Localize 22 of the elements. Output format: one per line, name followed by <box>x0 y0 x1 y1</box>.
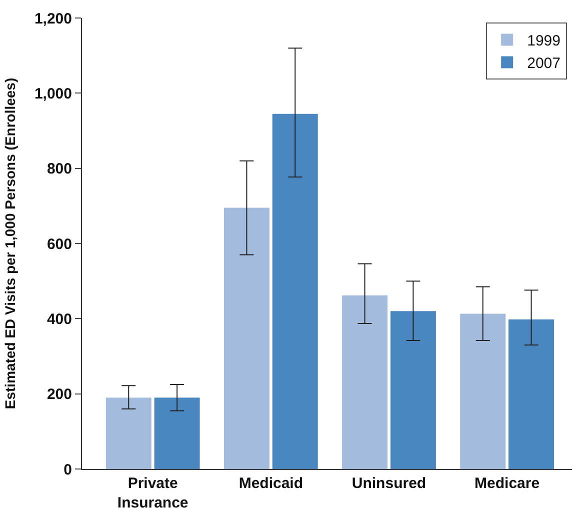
x-tick-label: Uninsured <box>352 475 426 492</box>
y-tick-label: 0 <box>64 461 72 478</box>
y-tick-label: 600 <box>46 236 72 253</box>
bar <box>508 319 554 469</box>
x-tick-label: Medicare <box>474 475 540 492</box>
x-tick-label: Private Insurance <box>117 475 188 512</box>
y-tick-label: 400 <box>46 310 72 328</box>
y-tick-label: 1,000 <box>34 85 72 102</box>
y-tick-label: 800 <box>46 160 72 178</box>
bar <box>106 398 152 469</box>
bar <box>390 311 436 469</box>
y-tick-label: 200 <box>46 386 72 404</box>
y-tick-label: 1,200 <box>34 10 72 28</box>
legend-label: 1999 <box>527 32 560 50</box>
y-axis-title: Estimated ED Visits per 1,000 Persons (Enrollees) <box>2 78 18 410</box>
bar <box>224 208 270 469</box>
legend-label: 2007 <box>527 55 560 72</box>
bar <box>154 398 200 469</box>
bar <box>272 114 318 469</box>
x-tick-label: Medicaid <box>238 475 304 492</box>
bar <box>460 314 506 469</box>
bar <box>342 295 388 469</box>
